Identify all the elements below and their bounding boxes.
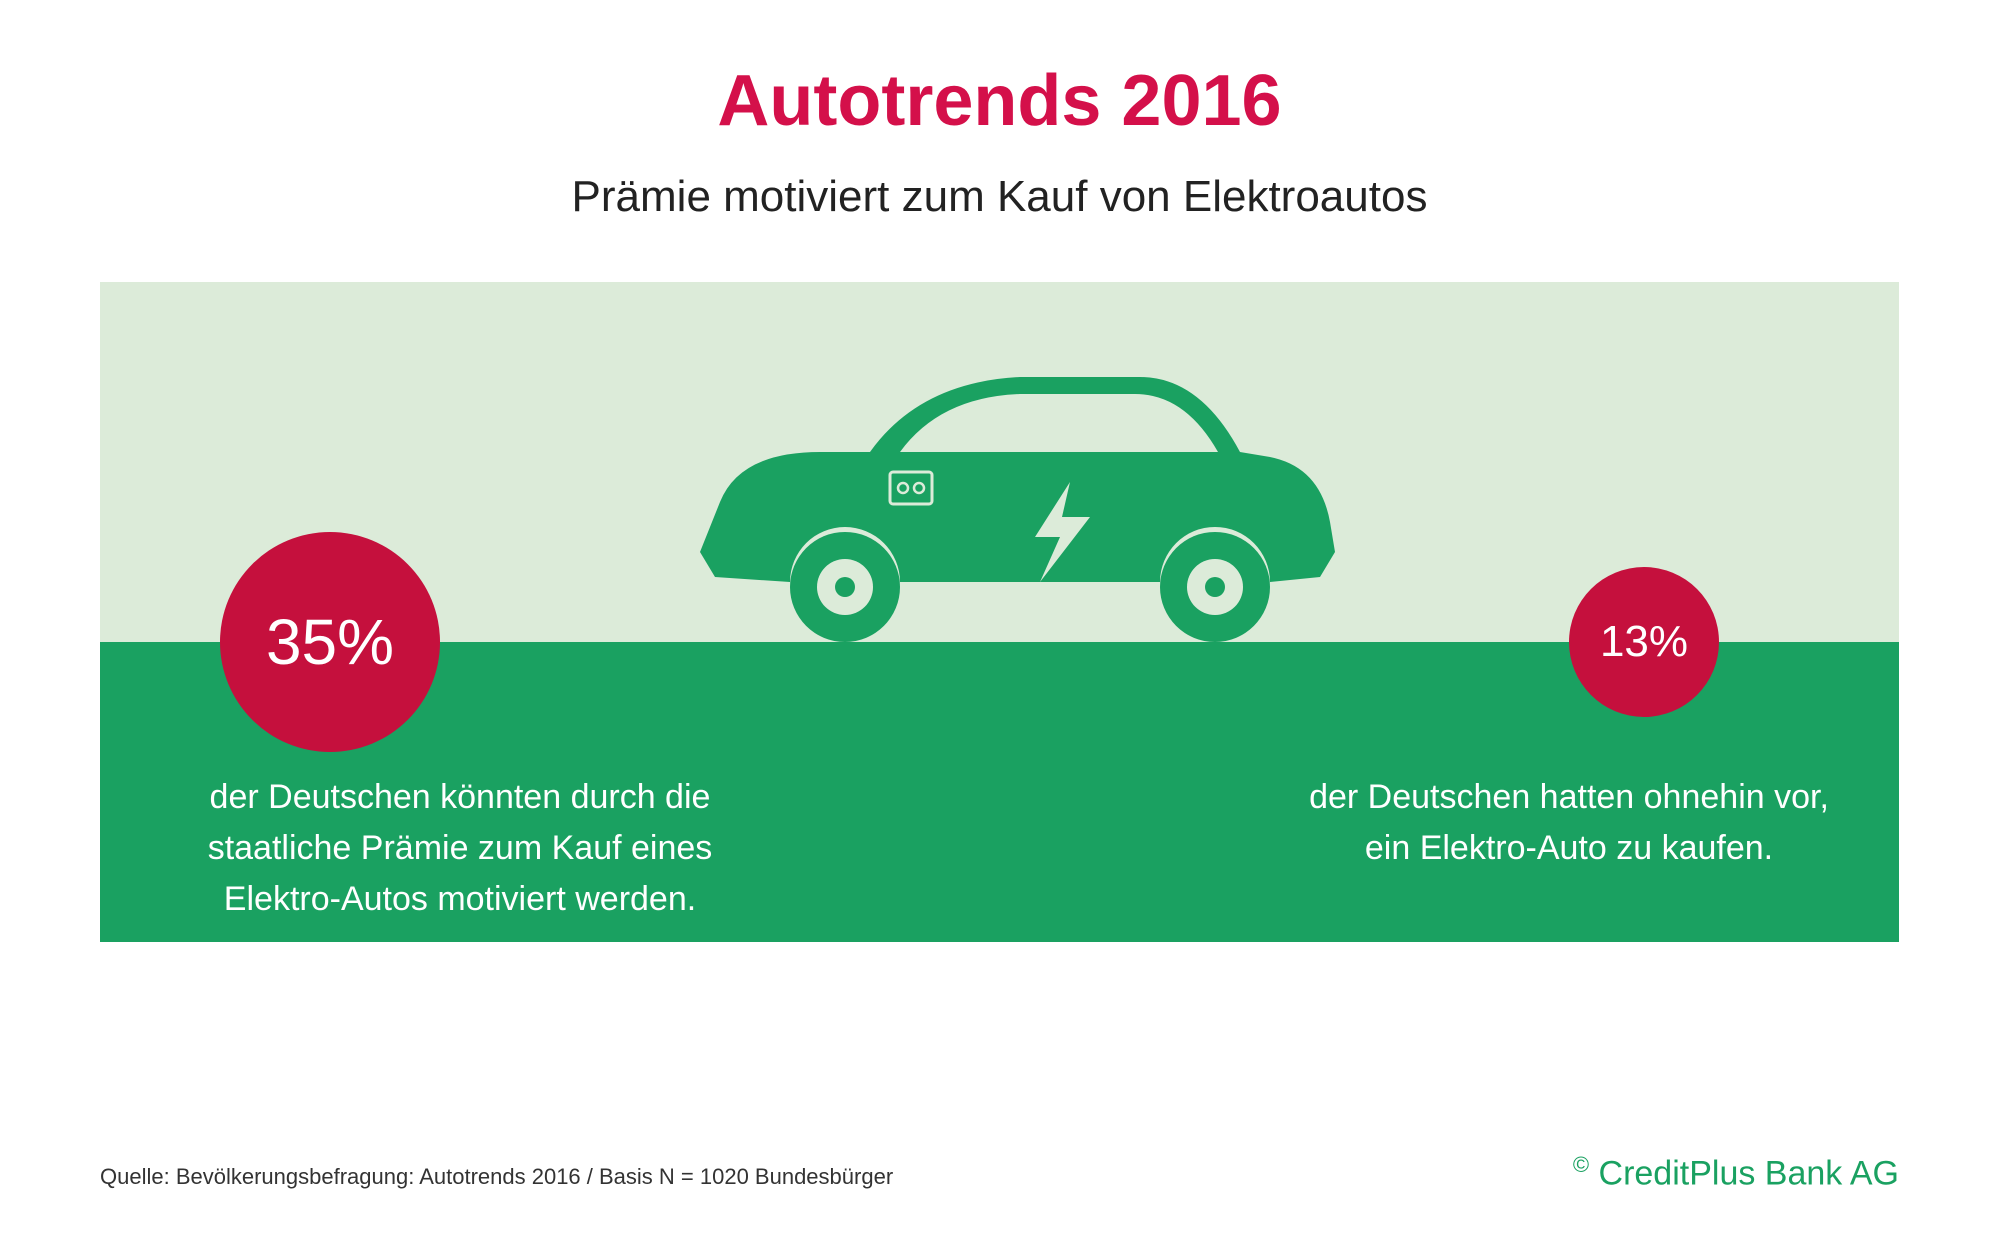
stat-value-right: 13% <box>1600 617 1688 667</box>
copyright-text: CreditPlus Bank AG <box>1599 1154 1899 1192</box>
stat-badge-left: 35% <box>220 532 440 752</box>
source-text: Quelle: Bevölkerungsbefragung: Autotrend… <box>100 1164 893 1190</box>
stat-badge-right: 13% <box>1569 567 1719 717</box>
description-left: der Deutschen könnten durch die staatlic… <box>160 772 760 925</box>
graphic-area: 35% 13% der Deutschen könnten durch die … <box>100 282 1899 942</box>
copyright-symbol: © <box>1573 1152 1589 1177</box>
description-right: der Deutschen hatten ohnehin vor, ein El… <box>1299 772 1839 874</box>
copyright: © CreditPlus Bank AG <box>1573 1152 1899 1193</box>
main-title: Autotrends 2016 <box>100 60 1899 142</box>
stat-value-left: 35% <box>266 605 394 679</box>
subtitle: Prämie motiviert zum Kauf von Elektroaut… <box>100 172 1899 222</box>
footer: Quelle: Bevölkerungsbefragung: Autotrend… <box>100 1152 1899 1193</box>
infographic-container: Autotrends 2016 Prämie motiviert zum Kau… <box>0 0 1999 1253</box>
electric-car-icon <box>640 322 1360 662</box>
